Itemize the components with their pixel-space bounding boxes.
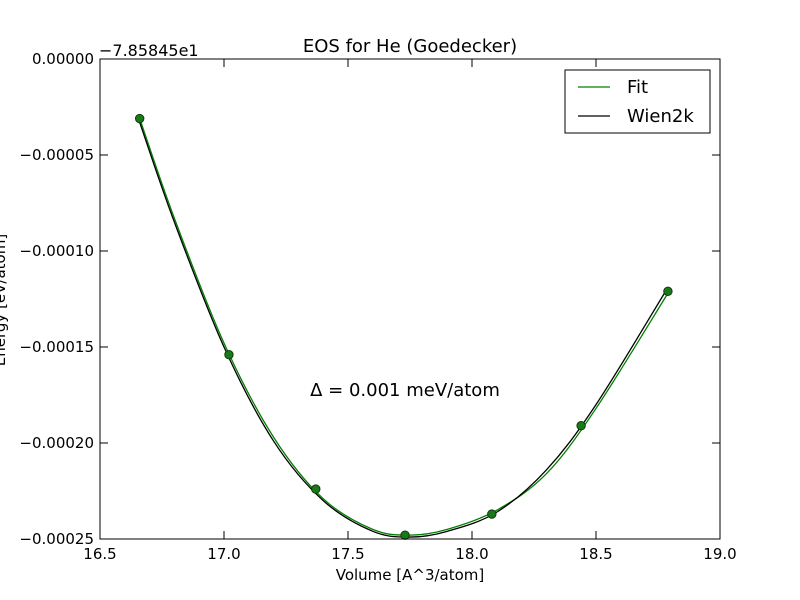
- x-tick-label: 17.0: [207, 545, 240, 563]
- series-line-wien2k: [139, 122, 669, 538]
- x-tick-label: 18.5: [579, 545, 612, 563]
- y-tick-label: −0.00020: [19, 434, 94, 452]
- y-offset-label: −7.85845e1: [99, 41, 199, 60]
- x-tick-label: 19.0: [703, 545, 736, 563]
- legend: Fit Wien2k: [564, 69, 711, 134]
- data-point: [224, 349, 234, 360]
- legend-label: Fit: [627, 77, 648, 98]
- x-tick-label: 17.5: [331, 545, 364, 563]
- data-point: [487, 509, 497, 519]
- data-point: [576, 421, 586, 431]
- x-tick-label: 18.0: [455, 545, 488, 563]
- y-tick-label: −0.00005: [19, 146, 94, 164]
- data-point: [134, 113, 145, 124]
- plot-area: 16.5 17.0 17.5 18.0 18.5 19.0 0.00000 −0.00005 −…: [19, 50, 736, 563]
- chart-title: EOS for He (Goedecker): [303, 36, 517, 57]
- delta-annotation: Δ = 0.001 meV/atom: [310, 380, 500, 401]
- data-point: [311, 484, 321, 494]
- y-tick-label: 0.00000: [32, 50, 94, 68]
- data-point: [400, 530, 410, 540]
- y-tick-label: −0.00025: [19, 530, 94, 548]
- x-axis-label: Volume [A^3/atom]: [336, 566, 485, 584]
- axes-frame: [99, 58, 721, 540]
- legend-label: Wien2k: [627, 106, 694, 127]
- data-point: [663, 286, 673, 297]
- y-tick-label: −0.00010: [19, 242, 94, 260]
- series-line-fit: [139, 118, 669, 536]
- y-axis-label: Energy [eV/atom]: [0, 234, 9, 366]
- legend-box: [564, 69, 711, 134]
- y-tick-label: −0.00015: [19, 338, 94, 356]
- x-tick-label: 16.5: [83, 545, 116, 563]
